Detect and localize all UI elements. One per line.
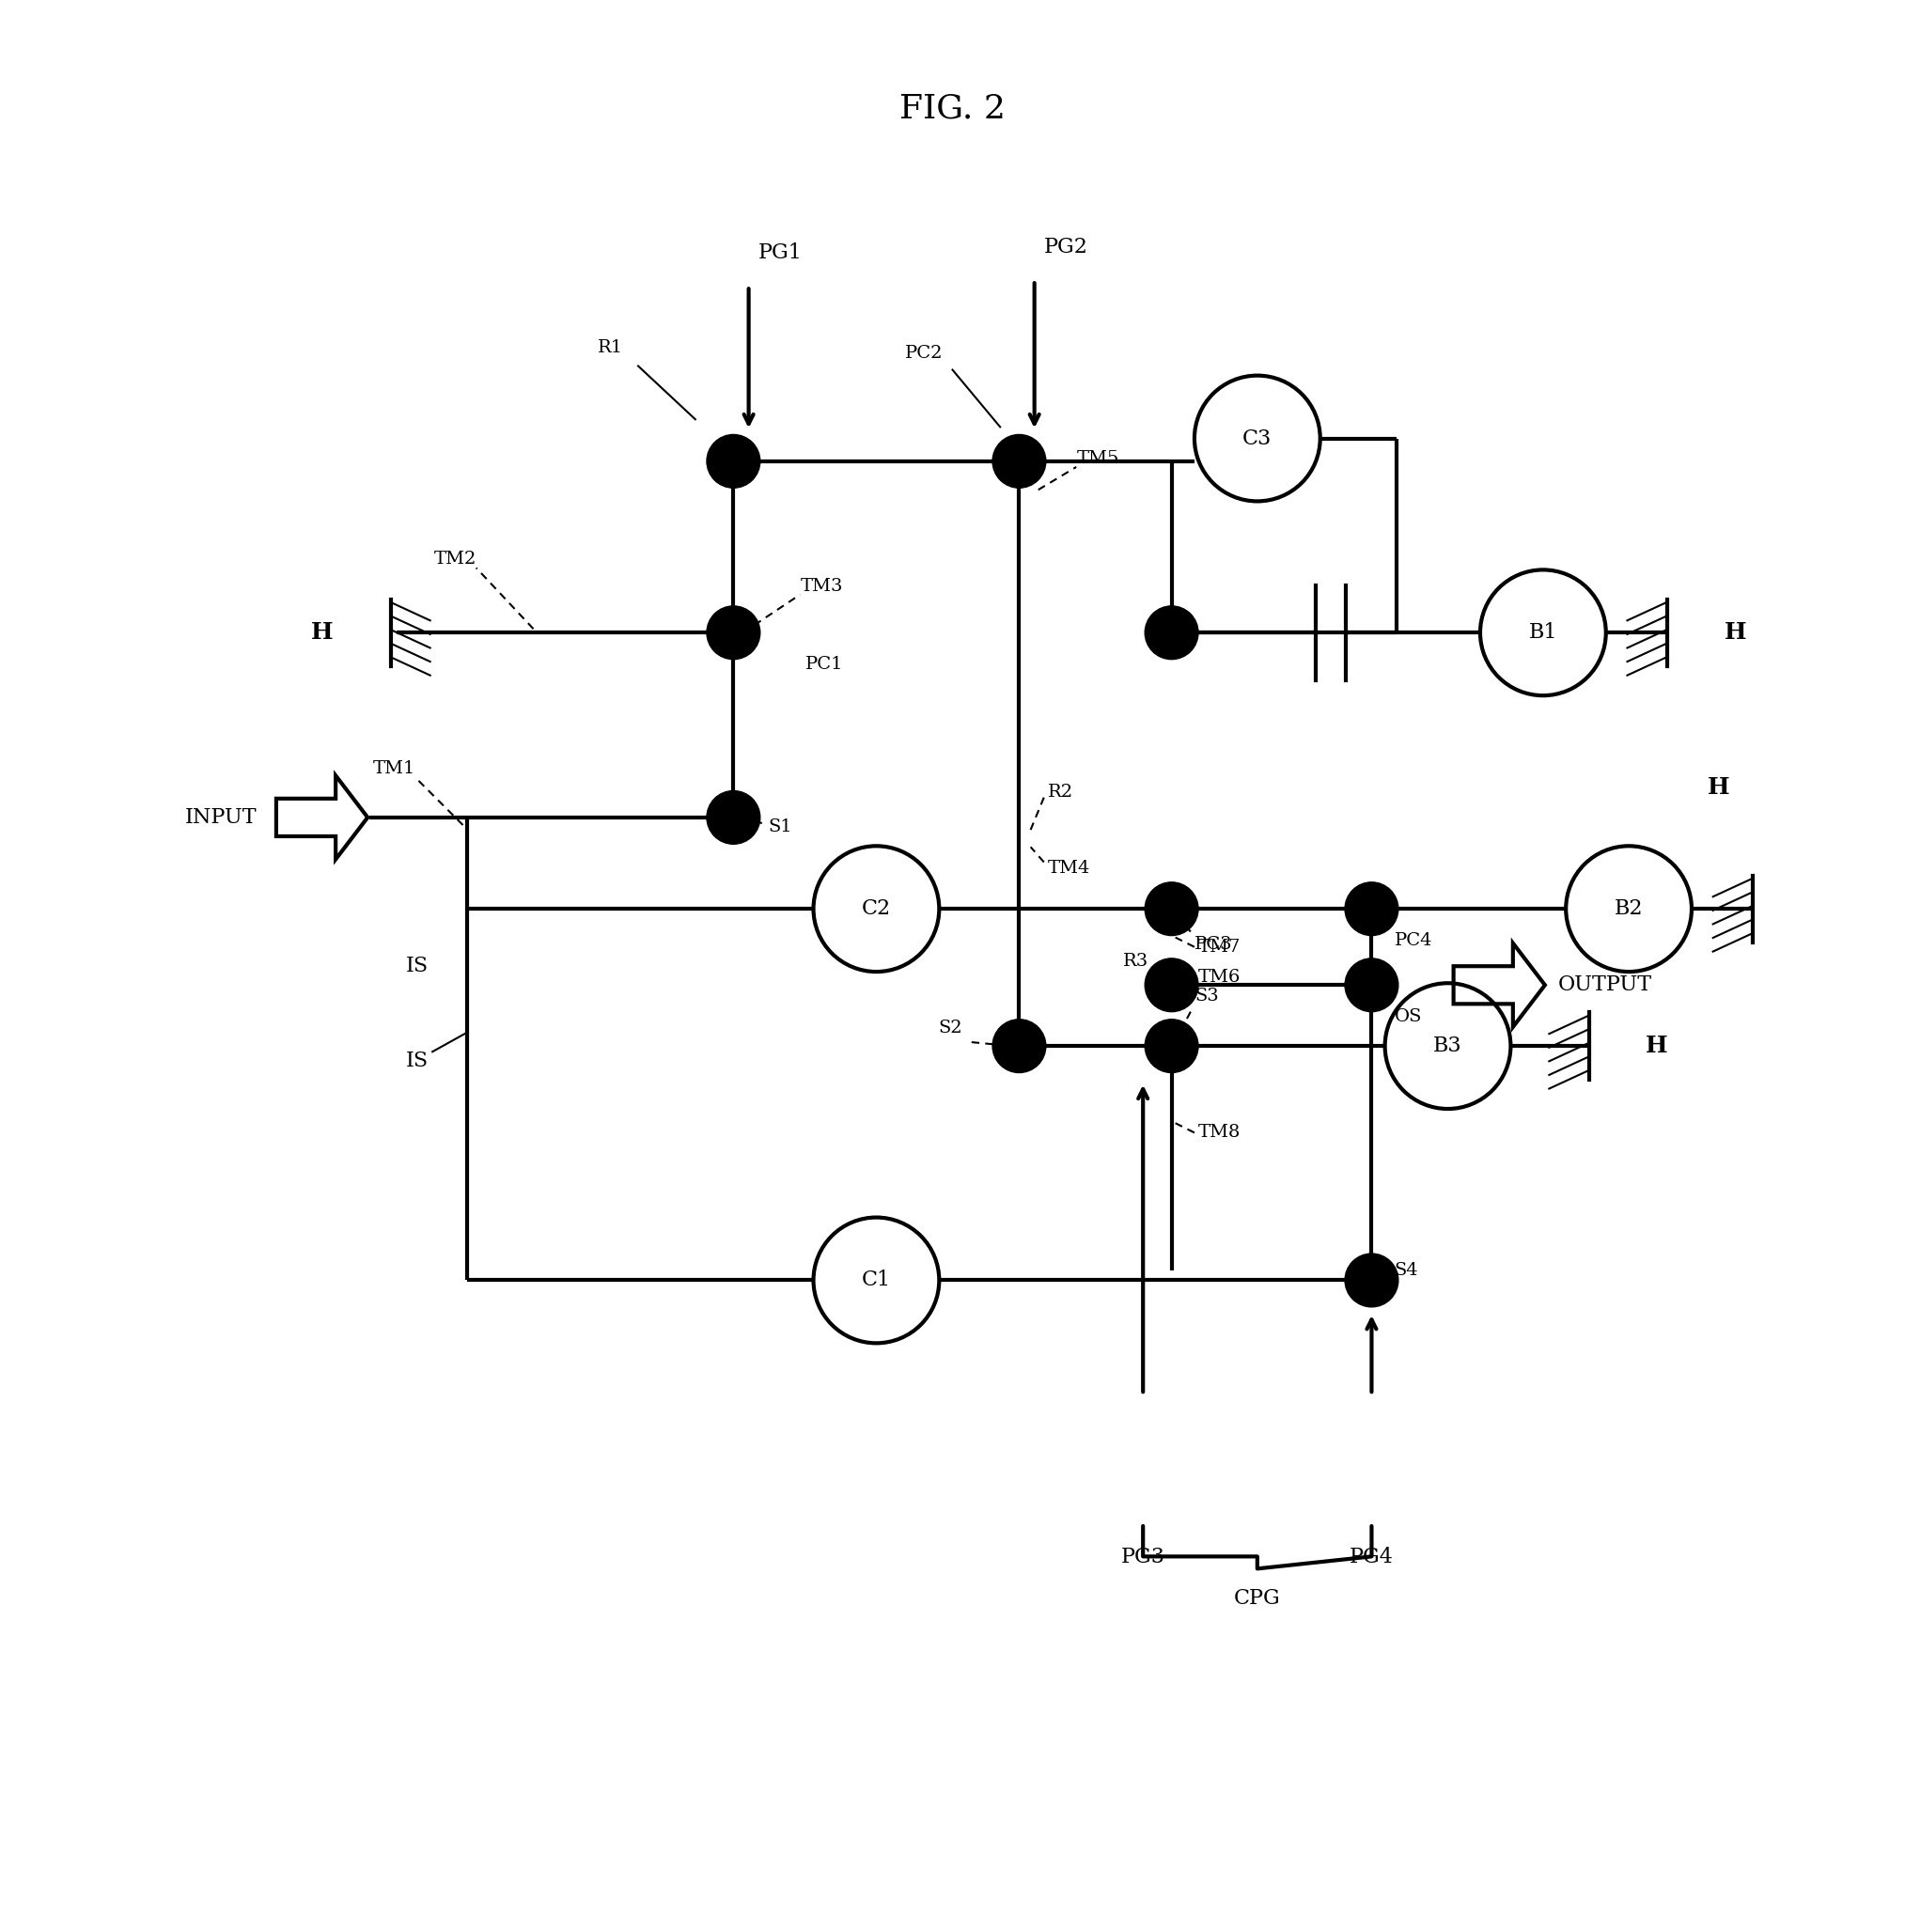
Circle shape xyxy=(993,435,1046,489)
Text: OUTPUT: OUTPUT xyxy=(1558,976,1652,995)
Text: TM1: TM1 xyxy=(373,761,415,777)
Text: PC1: PC1 xyxy=(806,655,844,672)
Text: S4: S4 xyxy=(1394,1262,1419,1279)
Circle shape xyxy=(1145,607,1198,659)
Text: PC3: PC3 xyxy=(1194,935,1233,952)
Circle shape xyxy=(1345,958,1398,1012)
Circle shape xyxy=(993,1020,1046,1072)
Text: PC2: PC2 xyxy=(905,346,943,361)
Text: TM3: TM3 xyxy=(800,578,842,595)
Text: B2: B2 xyxy=(1614,898,1644,920)
Text: R3: R3 xyxy=(1124,952,1149,970)
Text: CPG: CPG xyxy=(1234,1588,1280,1607)
Text: C3: C3 xyxy=(1242,429,1273,448)
Text: PG4: PG4 xyxy=(1349,1548,1394,1567)
Text: OS: OS xyxy=(1394,1009,1421,1024)
Text: PG2: PG2 xyxy=(1044,238,1088,257)
Text: IS: IS xyxy=(406,1051,429,1072)
Text: H: H xyxy=(1724,622,1747,643)
Text: TM7: TM7 xyxy=(1198,939,1240,956)
Text: B1: B1 xyxy=(1528,622,1558,643)
Text: H: H xyxy=(1646,1036,1669,1057)
Text: PG3: PG3 xyxy=(1120,1548,1166,1567)
Circle shape xyxy=(1345,883,1398,935)
Circle shape xyxy=(707,790,760,844)
Text: S3: S3 xyxy=(1194,987,1219,1005)
Text: IS: IS xyxy=(406,956,429,976)
Text: H: H xyxy=(311,622,333,643)
Text: TM8: TM8 xyxy=(1198,1124,1240,1142)
Text: S2: S2 xyxy=(937,1020,962,1036)
Text: R2: R2 xyxy=(1048,782,1073,800)
Text: B3: B3 xyxy=(1433,1036,1463,1057)
Text: PC4: PC4 xyxy=(1394,931,1433,949)
Text: TM2: TM2 xyxy=(434,551,476,568)
Text: R1: R1 xyxy=(598,340,623,357)
Circle shape xyxy=(1345,1254,1398,1306)
Text: TM6: TM6 xyxy=(1198,970,1240,985)
Text: FIG. 2: FIG. 2 xyxy=(899,93,1006,126)
Text: INPUT: INPUT xyxy=(185,808,257,827)
Text: PG1: PG1 xyxy=(758,243,802,263)
Circle shape xyxy=(1145,1020,1198,1072)
Circle shape xyxy=(1145,958,1198,1012)
Text: H: H xyxy=(1707,777,1730,798)
Text: S1: S1 xyxy=(768,819,792,835)
Text: C1: C1 xyxy=(861,1269,892,1291)
Text: TM4: TM4 xyxy=(1048,860,1090,877)
Text: C2: C2 xyxy=(861,898,892,920)
Text: TM5: TM5 xyxy=(1076,450,1118,468)
Circle shape xyxy=(707,607,760,659)
Circle shape xyxy=(1145,883,1198,935)
Circle shape xyxy=(707,435,760,489)
